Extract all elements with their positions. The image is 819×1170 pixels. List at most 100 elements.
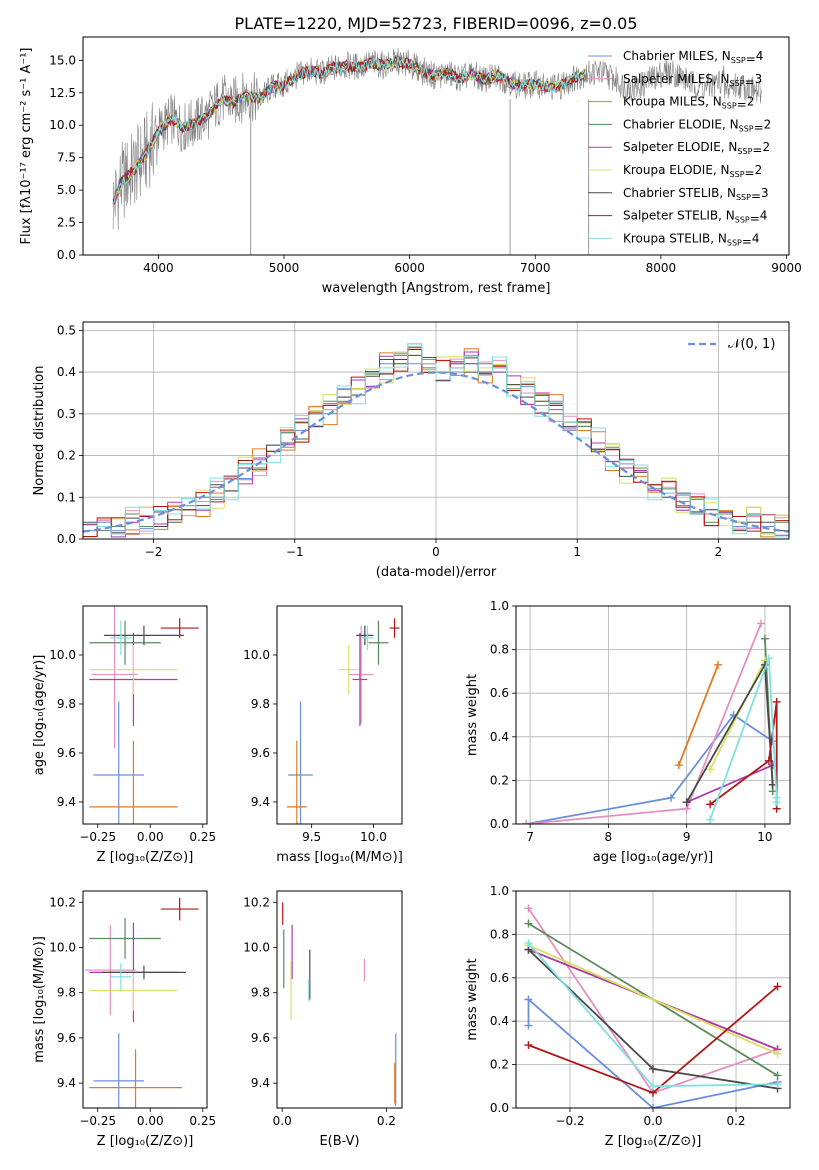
legend-entry: Chabrier STELIB, NSSP=3 xyxy=(623,186,769,203)
x-tick-label: 0.25 xyxy=(189,1114,216,1128)
mass-weight-marker xyxy=(524,1041,533,1050)
legend-equals: = xyxy=(737,98,747,112)
plot-area xyxy=(85,897,199,1108)
y-tick-label: 5.0 xyxy=(57,183,76,197)
y-tick-label: 10.0 xyxy=(243,941,270,955)
mass-weight-line xyxy=(677,664,719,766)
mass-weight-marker xyxy=(649,1104,657,1108)
mass-weight-marker xyxy=(773,982,782,991)
legend-series-name: Chabrier MILES xyxy=(623,49,714,63)
x-axis-label: age [log₁₀(age/yr)] xyxy=(593,850,714,865)
axes-frame xyxy=(82,890,208,1109)
x-tick-label: 0.25 xyxy=(189,830,216,844)
mass-weight-marker xyxy=(764,756,773,765)
x-tick-label: 1 xyxy=(573,545,581,559)
y-tick-label: 2.5 xyxy=(57,216,76,230)
legend-entry: Salpeter ELODIE, NSSP=2 xyxy=(623,140,770,157)
y-tick-label: 1.0 xyxy=(490,599,509,613)
y-tick-label: 9.6 xyxy=(251,1031,270,1045)
y-axis-label: mass weight xyxy=(465,674,480,756)
x-tick-label: 0.0 xyxy=(273,1114,292,1128)
y-tick-label: 10.0 xyxy=(49,648,76,662)
x-tick-label: −2 xyxy=(145,545,163,559)
y-tick-label: 9.8 xyxy=(251,697,270,711)
normal-distribution-curve xyxy=(83,371,789,533)
plot-area xyxy=(89,606,199,824)
mass-weight-line xyxy=(709,660,766,770)
legend-nssp-prefix: , N xyxy=(713,163,730,177)
mass-weight-marker xyxy=(772,697,781,706)
y-tick-label: 0.3 xyxy=(57,407,76,421)
legend-equals: = xyxy=(745,75,755,89)
x-tick-label: 0.00 xyxy=(137,1114,164,1128)
legend-nssp-subscript: SSP xyxy=(739,124,754,133)
legend-equals: = xyxy=(754,120,764,134)
axes-frame xyxy=(515,890,791,1109)
x-tick-label: 9 xyxy=(683,830,691,844)
y-tick-label: 10.0 xyxy=(49,941,76,955)
panel-age_vs_mass: 9.5 10.0 9.4 9.6 9.8 10.0 mass [log₁₀(M/M⊙)] xyxy=(243,605,403,865)
x-axis-label: (data-model)/error xyxy=(376,565,497,580)
legend-normal-label: 𝒩(0, 1) xyxy=(728,337,775,352)
axes-frame xyxy=(82,36,790,256)
x-tick-label: 8000 xyxy=(646,261,677,275)
mass-weight-marker xyxy=(764,654,773,663)
legend-nssp-prefix: , N xyxy=(714,49,731,63)
x-axis-label: mass [log₁₀(M/M⊙)] xyxy=(276,850,403,865)
legend-nssp-subscript: SSP xyxy=(731,56,746,65)
y-tick-label: 0.0 xyxy=(490,817,509,831)
x-tick-label: 4000 xyxy=(143,261,174,275)
mass-weight-marker xyxy=(706,765,715,774)
legend-equals: = xyxy=(750,212,760,226)
y-tick-label: 9.6 xyxy=(251,746,270,760)
legend-series-name: Salpeter ELODIE xyxy=(623,140,721,154)
x-tick-label: 10 xyxy=(757,830,772,844)
legend-nssp-prefix: , N xyxy=(722,117,739,131)
y-tick-label: 0.1 xyxy=(57,490,76,504)
histogram-step xyxy=(83,343,789,539)
mass-weight-marker xyxy=(524,904,533,913)
legend-nssp-value: 4 xyxy=(756,49,764,63)
y-tick-label: 0.4 xyxy=(57,365,76,379)
mass-weight-line xyxy=(528,944,778,1055)
plot-area xyxy=(522,619,781,824)
mass-weight-marker xyxy=(524,1021,533,1030)
axes-frame xyxy=(276,605,403,825)
legend-equals: = xyxy=(745,166,755,180)
y-tick-label: 12.5 xyxy=(49,86,76,100)
mass-weight-marker xyxy=(713,660,722,669)
mass-weight-marker xyxy=(773,1080,782,1089)
y-tick-label: 0.2 xyxy=(490,773,509,787)
legend-nssp-subscript: SSP xyxy=(735,216,750,225)
y-tick-label: 9.6 xyxy=(57,746,76,760)
axes-frame xyxy=(276,890,403,1109)
y-tick-label: 9.8 xyxy=(251,986,270,1000)
mass-weight-marker xyxy=(522,820,531,824)
y-tick-label: 0.0 xyxy=(57,532,76,546)
legend-nssp-value: 2 xyxy=(755,163,763,177)
x-tick-label: 7 xyxy=(526,830,534,844)
y-axis-label: mass weight xyxy=(465,958,480,1040)
legend-nssp-prefix: , N xyxy=(721,140,738,154)
mass-weight-marker xyxy=(524,939,533,948)
x-axis-label: Z [log₁₀(Z/Z⊙)] xyxy=(97,850,194,865)
legend-nssp-prefix: , N xyxy=(719,186,736,200)
x-tick-label: −0.2 xyxy=(555,1114,584,1128)
y-tick-label: 10.2 xyxy=(243,895,270,909)
y-tick-label: 0.8 xyxy=(490,643,509,657)
y-tick-label: 0.8 xyxy=(490,927,509,941)
legend-equals: = xyxy=(752,143,762,157)
plot-area xyxy=(112,47,762,255)
mass-weight-marker xyxy=(524,919,533,928)
y-tick-label: 0.6 xyxy=(490,686,509,700)
x-tick-label: −1 xyxy=(286,545,304,559)
legend-nssp-subscript: SSP xyxy=(730,79,745,88)
y-tick-label: 0.2 xyxy=(490,1058,509,1072)
y-tick-label: 9.4 xyxy=(57,1076,76,1090)
y-tick-label: 0.5 xyxy=(57,323,76,337)
legend-entry: Kroupa ELODIE, NSSP=2 xyxy=(623,163,762,180)
mass-weight-line xyxy=(527,997,778,1108)
mass-weight-line xyxy=(686,764,774,804)
mass-weight-marker xyxy=(649,1082,657,1091)
